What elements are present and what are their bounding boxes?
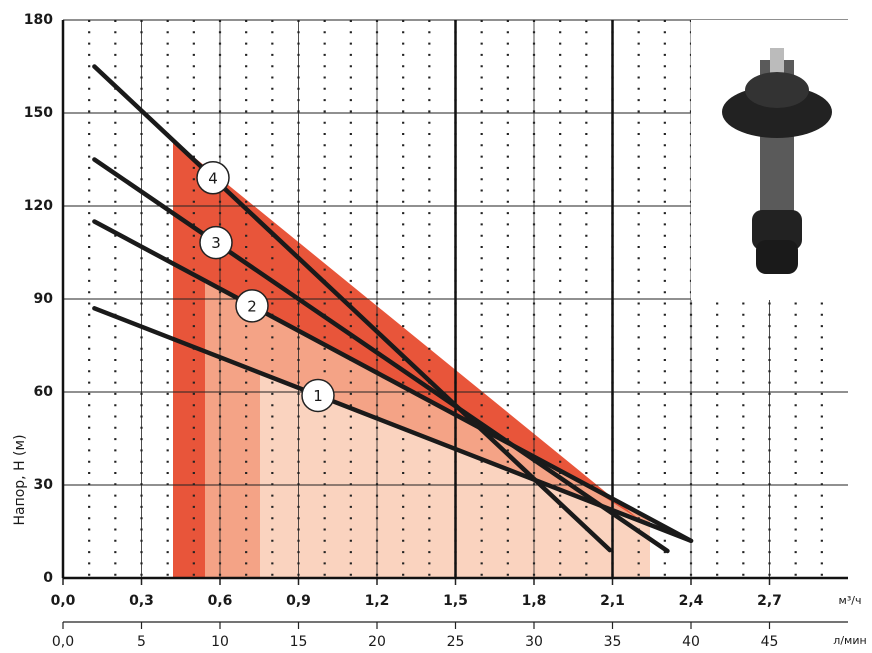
x-tick-label: 0,3 <box>129 593 154 609</box>
y-tick-label: 120 <box>24 198 53 214</box>
x-tick-label: 2,7 <box>757 593 782 609</box>
chart: Напор, H (м) м³/ч л/мин 0306090120150180… <box>0 0 872 653</box>
x-tick-label: 2,1 <box>600 593 625 609</box>
x2-tick-label: 15 <box>290 634 308 650</box>
x-tick-label: 1,2 <box>365 593 390 609</box>
x2-tick-label: 25 <box>447 634 465 650</box>
photo <box>691 20 848 300</box>
x2-tick-label: 40 <box>682 634 700 650</box>
curve-label: 4 <box>208 169 218 187</box>
curve-label: 2 <box>247 297 257 315</box>
curve-label: 3 <box>211 234 221 252</box>
x2-tick-label: 10 <box>211 634 229 650</box>
y-tick-label: 90 <box>34 291 54 307</box>
x2-tick-label: 30 <box>525 634 543 650</box>
photo-end <box>756 240 798 274</box>
curve-label: 1 <box>313 387 323 405</box>
x2-tick-label: 0,0 <box>52 634 74 650</box>
x-tick-label: 1,5 <box>443 593 468 609</box>
y-tick-label: 0 <box>43 570 53 586</box>
y-tick-label: 180 <box>24 12 53 28</box>
x-tick-label: 0,0 <box>51 593 76 609</box>
y-tick-label: 30 <box>34 477 54 493</box>
x-tick-label: 0,6 <box>208 593 233 609</box>
x-unit: м³/ч <box>839 594 862 607</box>
x2-tick-label: 20 <box>368 634 386 650</box>
x-tick-label: 1,8 <box>522 593 547 609</box>
x2-tick-label: 45 <box>761 634 779 650</box>
photo-collar <box>745 72 809 108</box>
x2-tick-label: 35 <box>604 634 622 650</box>
x2-tick-label: 5 <box>137 634 146 650</box>
x2-unit: л/мин <box>833 634 866 647</box>
x-tick-label: 0,9 <box>286 593 311 609</box>
y-tick-label: 60 <box>34 384 54 400</box>
y-tick-label: 150 <box>24 105 53 121</box>
x-tick-label: 2,4 <box>679 593 704 609</box>
y-axis-label: Напор, H (м) <box>12 434 28 525</box>
